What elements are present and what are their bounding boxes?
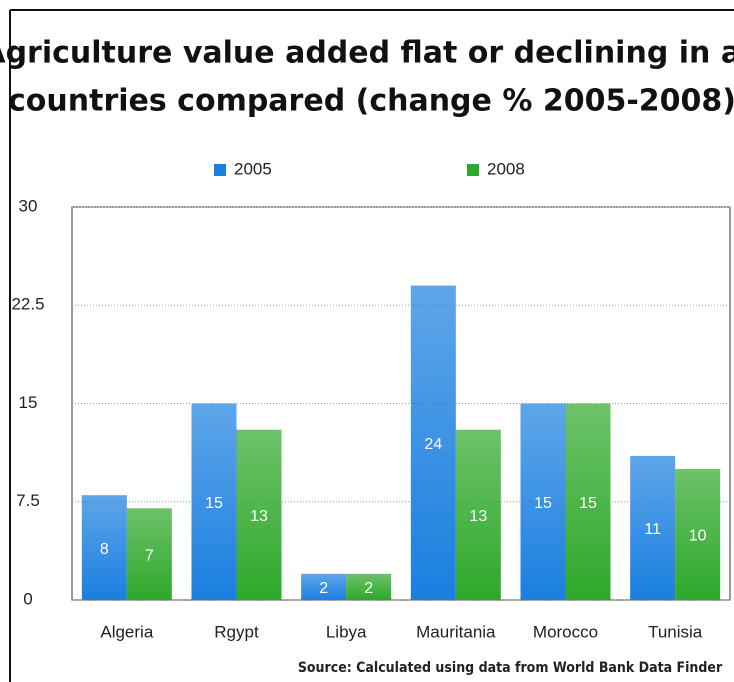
- value-label: 2: [364, 580, 373, 597]
- value-label: 15: [534, 495, 552, 512]
- y-tick-label: 15: [19, 393, 38, 412]
- value-label: 11: [644, 521, 661, 538]
- legend-swatch: [467, 164, 479, 176]
- x-tick-label: Mauritania: [416, 622, 496, 641]
- value-label: 7: [145, 547, 154, 564]
- chart-title: Agriculture value added flat or declinin…: [0, 36, 734, 71]
- x-tick-label: Libya: [326, 622, 367, 641]
- value-label: 10: [689, 528, 707, 545]
- legend-label: 2008: [487, 159, 525, 178]
- bar: [191, 403, 237, 600]
- bar: [565, 403, 611, 600]
- x-tick-label: Algeria: [100, 622, 153, 641]
- x-tick-label: Rgypt: [214, 622, 259, 641]
- value-label: 13: [250, 508, 268, 525]
- y-tick-label: 0: [23, 589, 32, 608]
- value-label: 13: [469, 508, 487, 525]
- x-tick-label: Morocco: [533, 622, 598, 641]
- bar: [81, 495, 127, 600]
- value-label: 24: [424, 436, 442, 453]
- bar: [675, 469, 721, 600]
- bar: [126, 508, 172, 600]
- bar: [236, 429, 282, 600]
- legend-label: 2005: [234, 159, 272, 178]
- bar: [520, 403, 566, 600]
- bar: [455, 429, 501, 600]
- value-label: 8: [100, 541, 109, 558]
- value-label: 2: [319, 580, 328, 597]
- y-tick-label: 7.5: [16, 491, 40, 510]
- bar: [410, 285, 456, 600]
- x-tick-label: Tunisia: [648, 622, 703, 641]
- value-label: 15: [205, 495, 223, 512]
- bar: [301, 573, 347, 600]
- legend-swatch: [214, 164, 226, 176]
- bar: [630, 455, 676, 600]
- bar: [346, 573, 392, 600]
- y-tick-label: 30: [19, 196, 38, 215]
- chart-title: countries compared (change % 2005-2008): [8, 84, 734, 119]
- value-label: 15: [579, 495, 597, 512]
- source-note: Source: Calculated using data from World…: [298, 660, 723, 676]
- y-tick-label: 22.5: [11, 295, 44, 314]
